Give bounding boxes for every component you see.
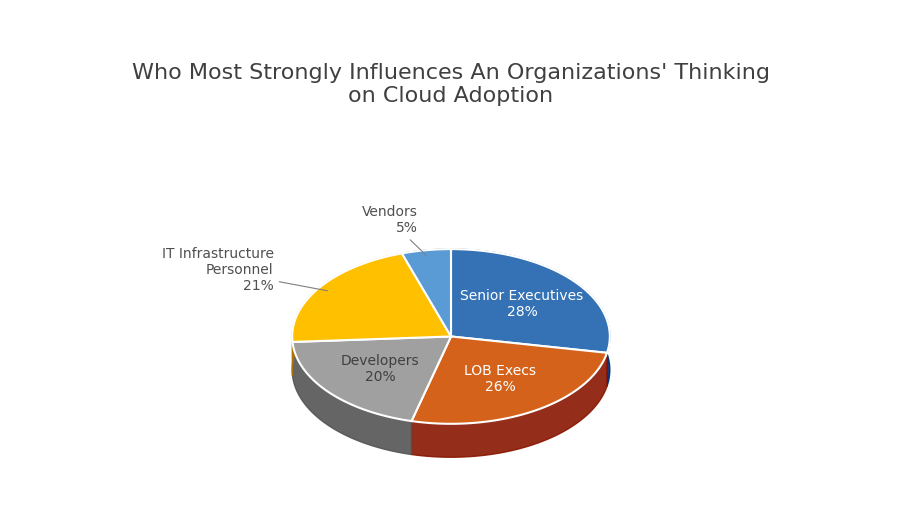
Polygon shape bbox=[451, 249, 610, 386]
Polygon shape bbox=[292, 253, 451, 342]
Text: LOB Execs
26%: LOB Execs 26% bbox=[465, 364, 537, 394]
Text: Who Most Strongly Influences An Organizations' Thinking
on Cloud Adoption: Who Most Strongly Influences An Organiza… bbox=[132, 63, 770, 106]
Polygon shape bbox=[451, 249, 610, 353]
Text: Vendors
5%: Vendors 5% bbox=[362, 205, 426, 255]
Polygon shape bbox=[411, 336, 607, 424]
Polygon shape bbox=[402, 249, 451, 287]
Text: IT Infrastructure
Personnel
21%: IT Infrastructure Personnel 21% bbox=[161, 247, 327, 294]
Polygon shape bbox=[411, 353, 607, 457]
Polygon shape bbox=[292, 342, 411, 454]
Polygon shape bbox=[292, 253, 402, 375]
Polygon shape bbox=[402, 249, 451, 336]
Text: Senior Executives
28%: Senior Executives 28% bbox=[460, 289, 584, 319]
Polygon shape bbox=[292, 336, 451, 421]
Text: Developers
20%: Developers 20% bbox=[341, 354, 419, 384]
